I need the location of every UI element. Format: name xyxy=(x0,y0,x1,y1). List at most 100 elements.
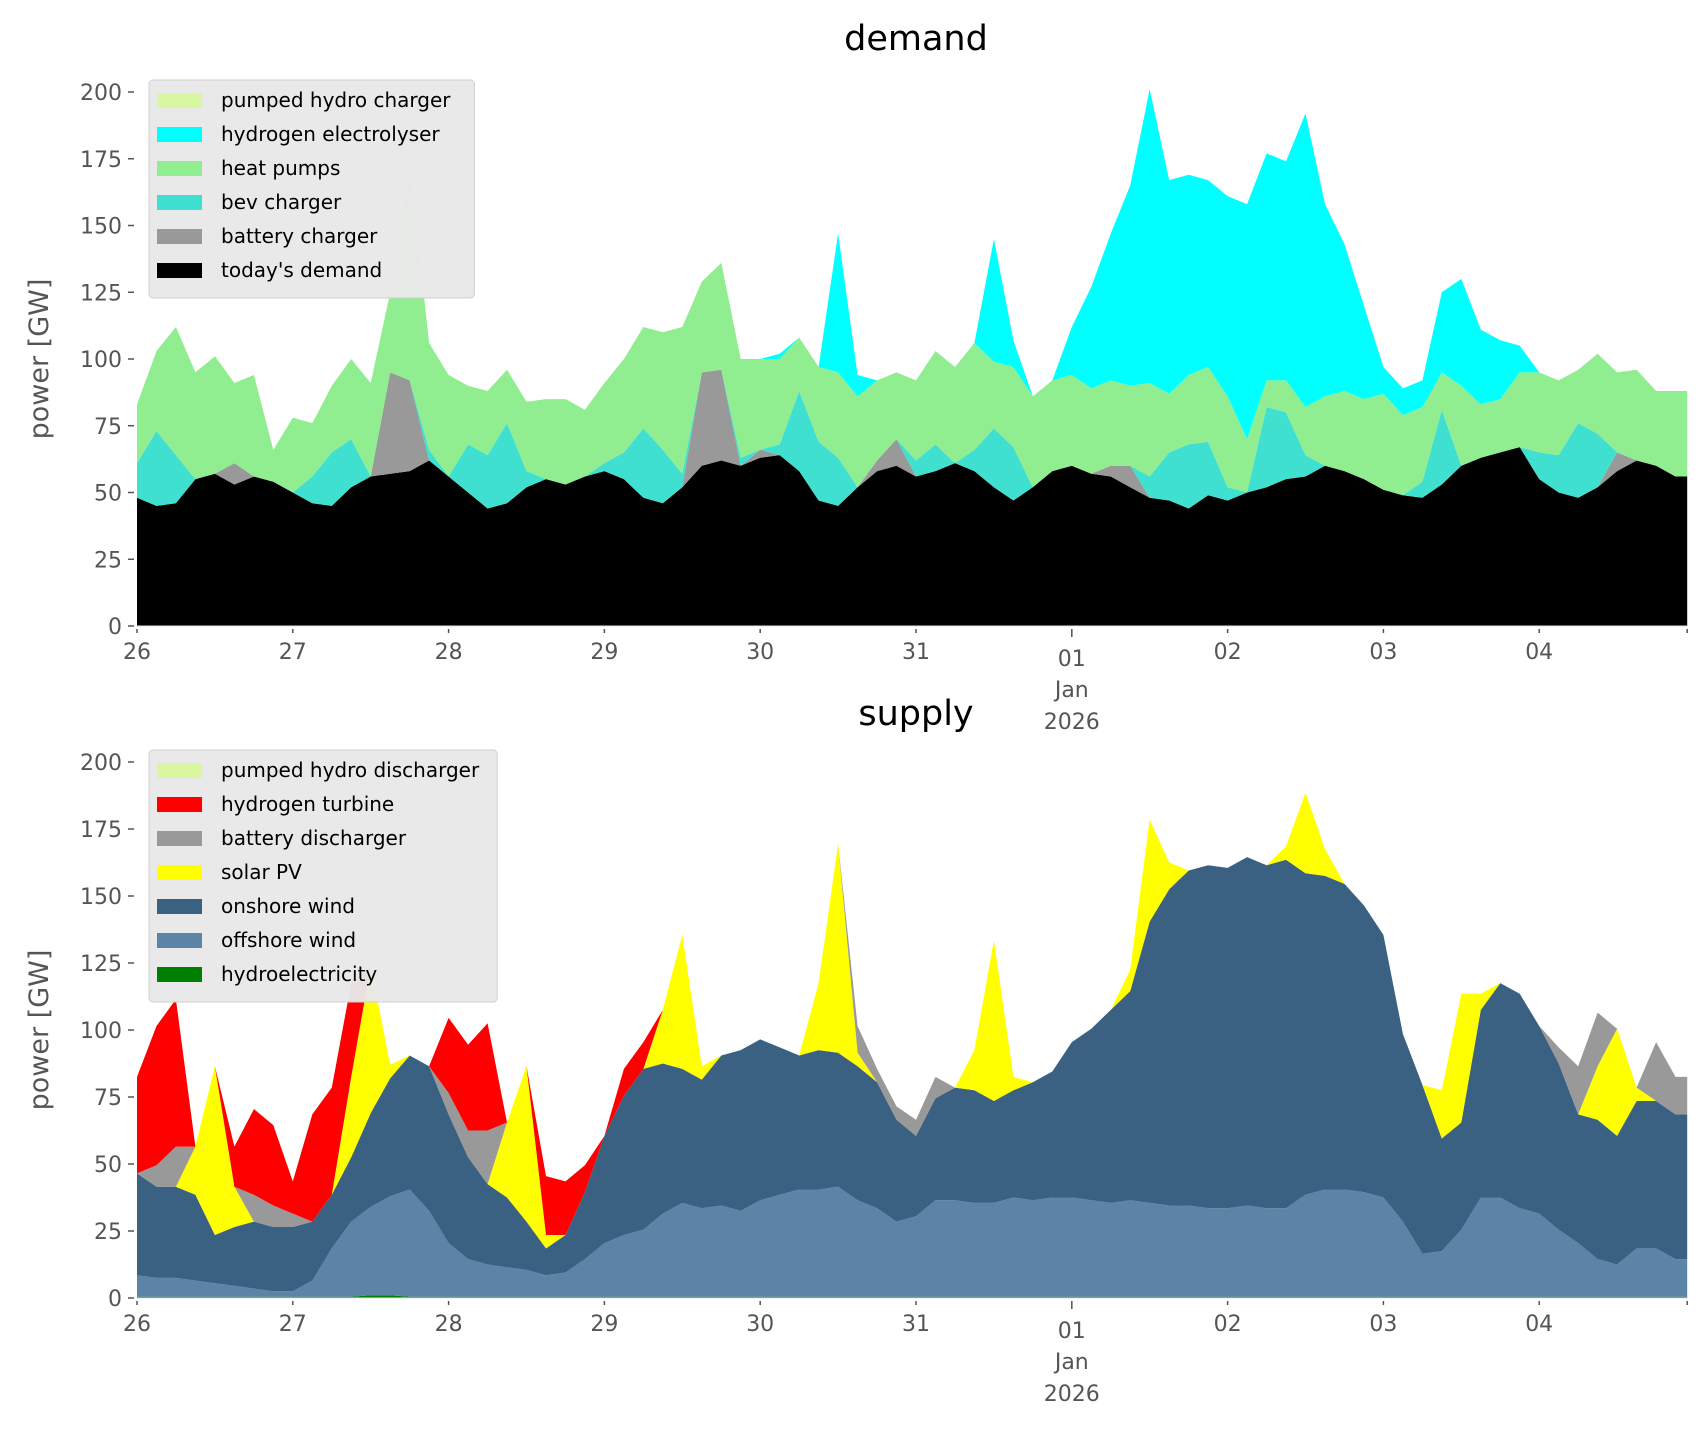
legend-label: heat pumps xyxy=(221,156,340,180)
y-tick-label: 50 xyxy=(94,1153,122,1178)
axes: 0 25 50 75 100 125 150 175 200 26 27 28 29 30 31 01 Jan 2… xyxy=(80,81,1688,735)
legend-label: onshore wind xyxy=(221,894,355,918)
area-layers xyxy=(137,89,1688,626)
legend: pumped hydro charger hydrogen electrolyse… xyxy=(148,79,475,299)
legend-label: battery charger xyxy=(221,224,378,248)
x-tick-label: 03 xyxy=(1369,640,1397,665)
chart-title: demand xyxy=(844,19,988,59)
x-tick-label: 30 xyxy=(746,1312,774,1337)
legend-swatch xyxy=(157,933,202,948)
x-tick-sublabel: 2026 xyxy=(1044,1382,1100,1407)
legend-swatch xyxy=(157,161,202,176)
legend-item-battery-discharger: battery discharger xyxy=(157,826,407,850)
area-onshore-wind xyxy=(137,857,1688,1292)
x-tick-label: 01 xyxy=(1058,647,1086,672)
legend-item-hydrogen-electrolyser: hydrogen electrolyser xyxy=(157,122,440,146)
y-tick-label: 125 xyxy=(80,952,122,977)
x-tick-label: 26 xyxy=(123,640,151,665)
y-tick-label: 75 xyxy=(94,1086,122,1111)
legend-label: solar PV xyxy=(221,860,302,884)
legend-label: hydroelectricity xyxy=(221,962,377,986)
legend: pumped hydro discharger hydrogen turbine b… xyxy=(148,749,498,1003)
y-tick-label: 75 xyxy=(94,415,122,440)
legend-label: battery discharger xyxy=(221,826,407,850)
legend-item-pumped-hydro-discharger: pumped hydro discharger xyxy=(157,758,480,782)
x-tick-label: 31 xyxy=(902,640,930,665)
y-tick-label: 100 xyxy=(80,1019,122,1044)
x-tick-label: 01 xyxy=(1058,1319,1086,1344)
x-tick-label: 29 xyxy=(590,640,618,665)
legend-swatch xyxy=(157,899,202,914)
legend-swatch xyxy=(157,763,202,778)
y-axis-label: power [GW] xyxy=(24,950,55,1111)
legend-item-heat-pumps: heat pumps xyxy=(157,156,340,180)
legend-label: pumped hydro discharger xyxy=(221,758,480,782)
legend-label: bev charger xyxy=(221,190,342,214)
legend-swatch xyxy=(157,263,202,278)
y-tick-label: 125 xyxy=(80,281,122,306)
x-tick-label: 04 xyxy=(1525,1312,1553,1337)
legend-item-pumped-hydro-charger: pumped hydro charger xyxy=(157,88,451,112)
legend-item-onshore-wind: onshore wind xyxy=(157,894,355,918)
x-tick-label: 02 xyxy=(1214,1312,1242,1337)
legend-swatch xyxy=(157,93,202,108)
supply-panel: supply power [GW] 0 25 50 75 100 125 150 175 200… xyxy=(24,694,1688,1407)
legend-label: today's demand xyxy=(221,258,382,282)
y-tick-label: 150 xyxy=(80,215,122,240)
y-tick-label: 100 xyxy=(80,348,122,373)
area-layers xyxy=(137,792,1688,1298)
area-hydrogen-electrolyser xyxy=(137,89,1688,450)
x-tick-label: 31 xyxy=(902,1312,930,1337)
legend-item-solar-pv: solar PV xyxy=(157,860,302,884)
x-tick-label: 04 xyxy=(1525,640,1553,665)
y-tick-label: 25 xyxy=(94,1220,122,1245)
legend-swatch xyxy=(157,865,202,880)
legend-item-today-s-demand: today's demand xyxy=(157,258,382,282)
x-tick-label: 26 xyxy=(123,1312,151,1337)
legend-item-battery-charger: battery charger xyxy=(157,224,378,248)
x-tick-label: 27 xyxy=(279,1312,307,1337)
x-tick-label: 03 xyxy=(1369,1312,1397,1337)
x-tick-label: 28 xyxy=(435,640,463,665)
x-tick-label: 30 xyxy=(746,640,774,665)
area-solar-pv xyxy=(137,792,1688,1249)
legend-label: offshore wind xyxy=(221,928,356,952)
area-hydrogen-turbine xyxy=(137,792,1688,1235)
legend-swatch xyxy=(157,127,202,142)
legend-item-hydroelectricity: hydroelectricity xyxy=(157,962,377,986)
legend-label: pumped hydro charger xyxy=(221,88,451,112)
legend-box xyxy=(148,79,475,299)
x-tick-sublabel: 2026 xyxy=(1044,710,1100,735)
area-today-s-demand xyxy=(137,447,1688,626)
y-tick-label: 25 xyxy=(94,548,122,573)
x-tick-sublabel: Jan xyxy=(1053,678,1089,703)
x-tick-label: 28 xyxy=(435,1312,463,1337)
y-tick-label: 50 xyxy=(94,482,122,507)
y-tick-label: 175 xyxy=(80,818,122,843)
x-tick-label: 29 xyxy=(590,1312,618,1337)
legend-item-bev-charger: bev charger xyxy=(157,190,342,214)
chart-title: supply xyxy=(858,694,973,734)
legend-label: hydrogen electrolyser xyxy=(221,122,440,146)
legend-box xyxy=(148,749,498,1003)
legend-swatch xyxy=(157,967,202,982)
legend-swatch xyxy=(157,229,202,244)
legend-swatch xyxy=(157,195,202,210)
legend-swatch xyxy=(157,831,202,846)
area-offshore-wind xyxy=(137,1186,1688,1297)
axes: 0 25 50 75 100 125 150 175 200 26 27 28 29 30 31 01 Jan 2… xyxy=(80,751,1688,1407)
x-tick-sublabel: Jan xyxy=(1053,1350,1089,1375)
legend-item-offshore-wind: offshore wind xyxy=(157,928,356,952)
y-tick-label: 175 xyxy=(80,148,122,173)
y-tick-label: 200 xyxy=(80,81,122,106)
y-tick-label: 200 xyxy=(80,751,122,776)
y-tick-label: 150 xyxy=(80,885,122,910)
legend-label: hydrogen turbine xyxy=(221,792,394,816)
area-heat-pumps xyxy=(137,166,1688,496)
x-tick-label: 02 xyxy=(1214,640,1242,665)
area-hydroelectricity xyxy=(137,1295,1688,1298)
legend-item-hydrogen-turbine: hydrogen turbine xyxy=(157,792,394,816)
area-bev-charger xyxy=(137,369,1688,509)
x-tick-label: 27 xyxy=(279,640,307,665)
